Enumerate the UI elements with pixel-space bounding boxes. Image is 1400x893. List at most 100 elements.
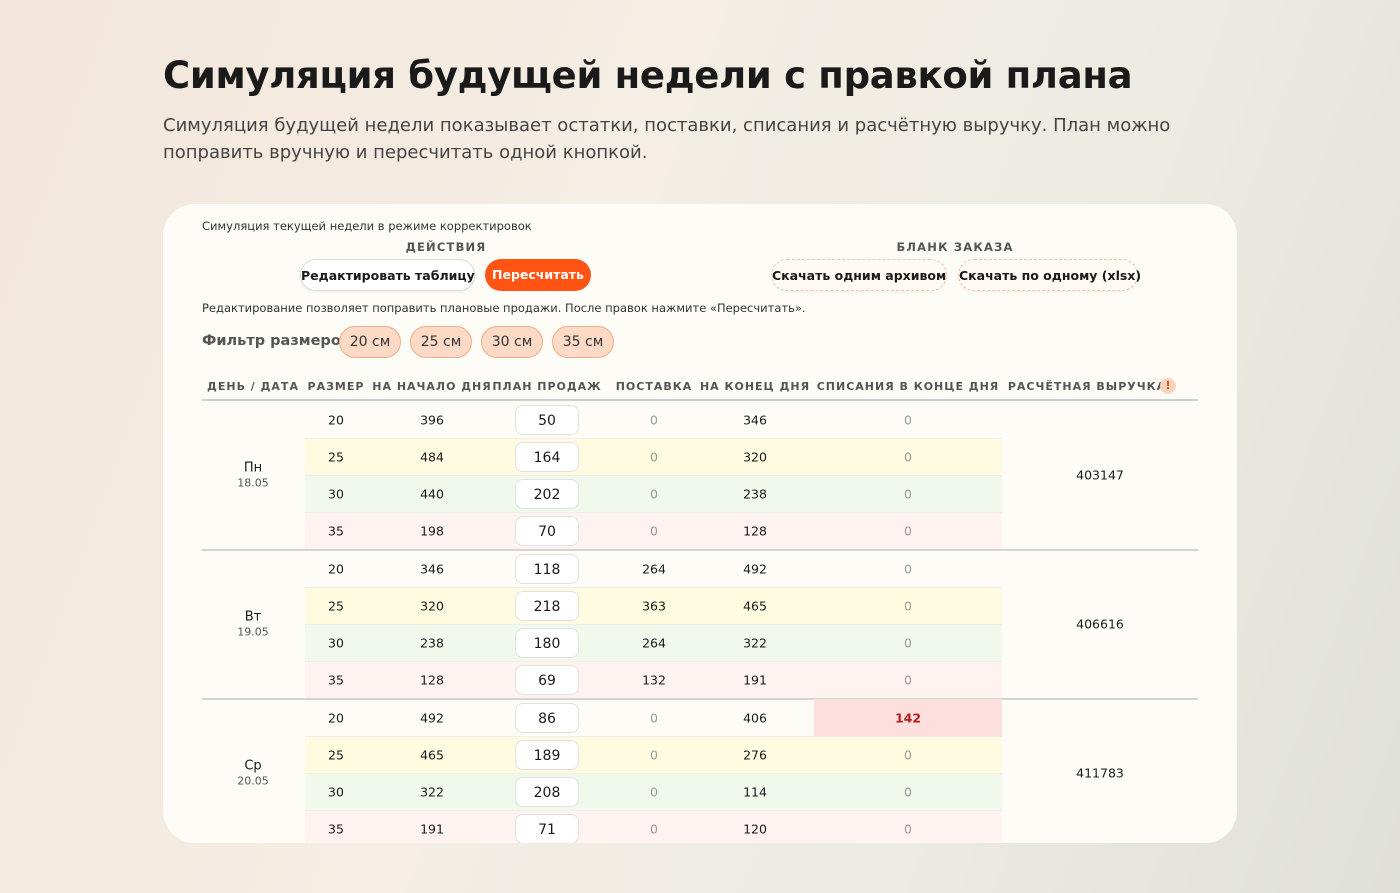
column-header: ДЕНЬ / ДАТА <box>207 380 299 393</box>
plan-input[interactable]: 164 <box>515 441 579 472</box>
size-chip[interactable]: 25 см <box>410 326 472 358</box>
row-background <box>305 587 1002 624</box>
table-cell: 0 <box>650 412 658 427</box>
table-cell: 30 <box>328 784 344 799</box>
table-cell: 25 <box>328 449 344 464</box>
table-cell: 0 <box>904 412 912 427</box>
day-name: Вт <box>244 609 262 625</box>
plan-input[interactable]: 69 <box>515 664 579 695</box>
row-background <box>305 661 1002 698</box>
plan-input[interactable]: 86 <box>515 702 579 733</box>
day-date: 18.05 <box>237 476 269 490</box>
size-chip[interactable]: 20 см <box>339 326 401 358</box>
table-cell: 322 <box>420 784 444 799</box>
table-cell: 20 <box>328 710 344 725</box>
row-background <box>305 773 1002 810</box>
column-header: ПОСТАВКА <box>615 380 693 393</box>
table-cell: 0 <box>650 784 658 799</box>
plan-input[interactable]: 208 <box>515 776 579 807</box>
download-xlsx-button[interactable]: Скачать по одному (xlsx) <box>958 259 1141 291</box>
table-cell: 0 <box>904 486 912 501</box>
row-background <box>305 512 1002 549</box>
plan-input[interactable]: 71 <box>515 813 579 843</box>
actions-title: ДЕЙСТВИЯ <box>405 240 487 254</box>
table-cell: 0 <box>904 561 912 576</box>
revenue-warning-icon: ! <box>1160 378 1176 394</box>
column-header: СПИСАНИЯ В КОНЦЕ ДНЯ <box>816 380 1000 393</box>
table-cell: 363 <box>642 598 666 613</box>
day-date: 20.05 <box>237 774 269 788</box>
table-cell: 35 <box>328 672 344 687</box>
row-background <box>305 438 1002 475</box>
table-cell: 191 <box>420 821 444 836</box>
table-cell: 30 <box>328 635 344 650</box>
plan-input[interactable]: 189 <box>515 739 579 770</box>
panel-caption: Симуляция текущей недели в режиме коррек… <box>202 219 532 233</box>
revenue-value: 411783 <box>1076 765 1124 781</box>
table-cell: 25 <box>328 747 344 762</box>
table: ДЕНЬ / ДАТА РАЗМЕР НА НАЧАЛО ДНЯ ПЛАН ПРОДА… <box>163 204 1237 843</box>
hint: Редактирование позволяет поправить плано… <box>202 301 806 315</box>
day-date: 19.05 <box>237 625 269 639</box>
table-cell: 484 <box>420 449 444 464</box>
block-separator <box>202 698 1198 700</box>
table-cell: 264 <box>642 561 666 576</box>
row-background <box>305 475 1002 512</box>
download-archive-button[interactable]: Скачать одним архивом <box>771 259 947 291</box>
recalc-button[interactable]: Пересчитать <box>485 259 591 291</box>
table-cell: 396 <box>420 412 444 427</box>
table-cell: 20 <box>328 412 344 427</box>
column-header: НА КОНЕЦ ДНЯ <box>699 380 811 393</box>
table-cell: 191 <box>743 672 767 687</box>
table-cell: 320 <box>420 598 444 613</box>
table-cell: 132 <box>642 672 666 687</box>
edit-button[interactable]: Редактировать таблицу <box>300 259 475 291</box>
filter-label: Фильтр размеров: <box>202 333 356 349</box>
page-title: Симуляция будущей недели с правкой плана <box>163 54 1133 97</box>
table-cell: 0 <box>904 635 912 650</box>
table-cell: 440 <box>420 486 444 501</box>
plan-input[interactable]: 118 <box>515 553 579 584</box>
revenue-value: 406616 <box>1076 616 1124 632</box>
table-cell: 0 <box>904 523 912 538</box>
table-cell: 0 <box>650 821 658 836</box>
table-cell: 406 <box>743 710 767 725</box>
plan-input[interactable]: 50 <box>515 404 579 435</box>
table-cell: 346 <box>743 412 767 427</box>
column-header: НА НАЧАЛО ДНЯ <box>372 380 492 393</box>
table-cell: 35 <box>328 523 344 538</box>
table-cell: 198 <box>420 523 444 538</box>
panel: Симуляция текущей недели в режиме коррек… <box>163 204 1237 843</box>
table-cell: 0 <box>650 523 658 538</box>
table-cell: 0 <box>650 449 658 464</box>
revenue-value: 403147 <box>1076 467 1124 483</box>
table-cell: 238 <box>420 635 444 650</box>
table-cell: 0 <box>904 784 912 799</box>
day-name: Пн <box>243 460 263 476</box>
plan-input[interactable]: 218 <box>515 590 579 621</box>
writeoff-highlight <box>814 699 1002 736</box>
table-cell: 492 <box>743 561 767 576</box>
plan-input[interactable]: 70 <box>515 515 579 546</box>
size-chip[interactable]: 30 см <box>481 326 543 358</box>
column-header: РАЗМЕР <box>307 380 365 393</box>
block-separator <box>202 549 1198 551</box>
column-header: ПЛАН ПРОДАЖ <box>492 380 602 393</box>
table-cell: 0 <box>904 672 912 687</box>
row-background <box>305 736 1002 773</box>
order-title: БЛАНК ЗАКАЗА <box>896 240 1014 254</box>
table-cell: 320 <box>743 449 767 464</box>
table-cell: 492 <box>420 710 444 725</box>
table-cell: 465 <box>743 598 767 613</box>
table-cell: 0 <box>904 598 912 613</box>
table-cell: 20 <box>328 561 344 576</box>
table-cell: 120 <box>743 821 767 836</box>
plan-input[interactable]: 202 <box>515 478 579 509</box>
plan-input[interactable]: 180 <box>515 627 579 658</box>
table-cell: 238 <box>743 486 767 501</box>
size-chip[interactable]: 35 см <box>552 326 614 358</box>
day-name: Ср <box>244 758 262 774</box>
table-cell: 0 <box>650 710 658 725</box>
table-cell: 0 <box>650 747 658 762</box>
